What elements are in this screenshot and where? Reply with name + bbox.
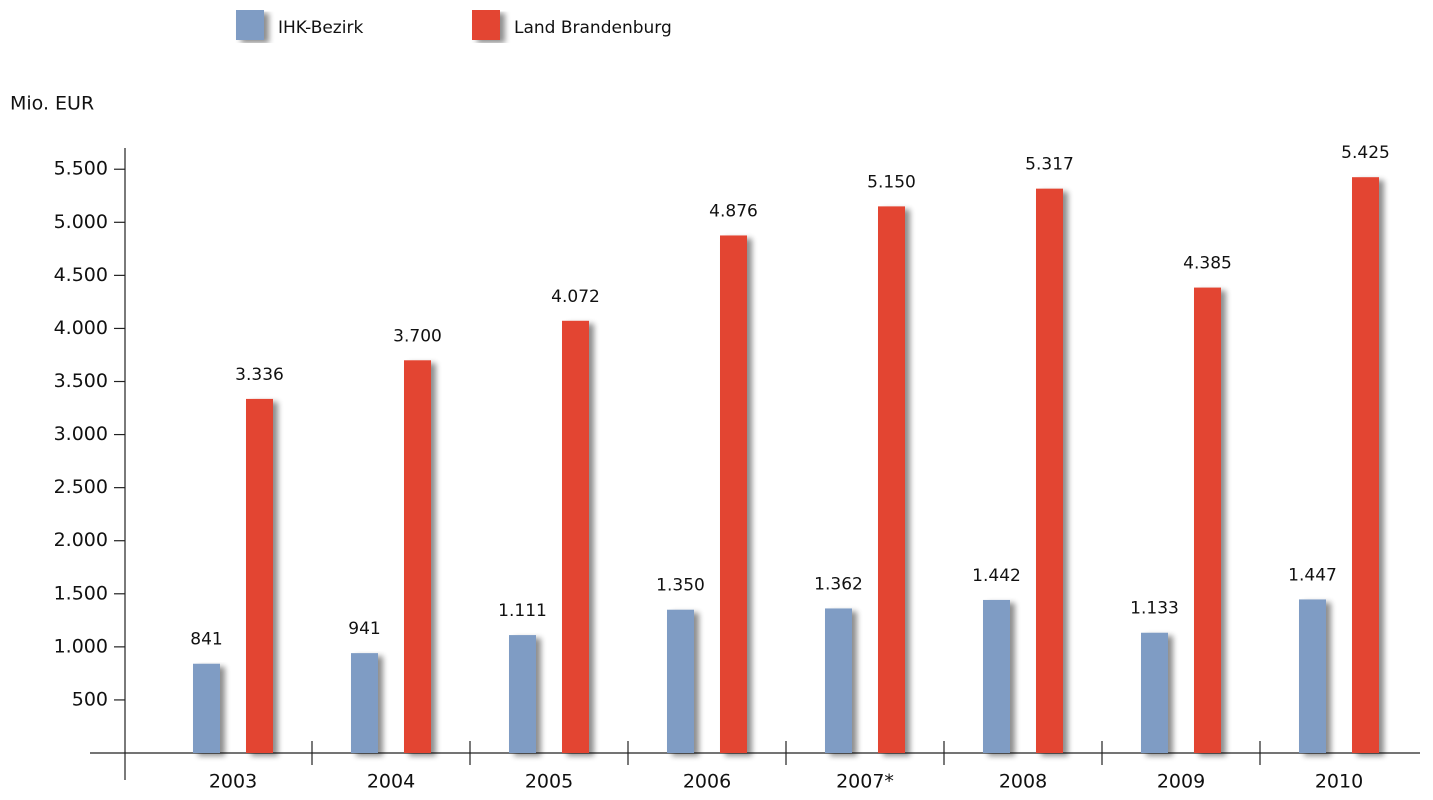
- bar: [1194, 287, 1221, 753]
- x-tick-label: 2008: [999, 771, 1047, 793]
- bar: [246, 398, 273, 753]
- value-label: 841: [190, 630, 222, 650]
- value-label: 5.317: [1025, 155, 1074, 175]
- value-label: 5.150: [867, 172, 916, 192]
- x-tick-label: 2006: [683, 771, 731, 793]
- legend-label: Land Brandenburg: [514, 18, 672, 38]
- x-tick-label: 2009: [1157, 771, 1205, 793]
- bar: [878, 206, 905, 753]
- legend-swatch: [472, 10, 500, 40]
- value-label: 3.700: [393, 326, 442, 346]
- bar: [193, 663, 220, 753]
- bar: [1141, 632, 1168, 753]
- value-label: 1.111: [498, 601, 547, 621]
- value-label: 4.072: [551, 287, 600, 307]
- y-tick-label: 5.000: [54, 211, 108, 233]
- y-tick-label: 3.000: [54, 423, 108, 445]
- value-label: 1.133: [1130, 599, 1179, 619]
- bar: [720, 235, 747, 753]
- y-tick-label: 1.000: [54, 635, 108, 657]
- bar: [404, 360, 431, 753]
- y-tick-label: 4.000: [54, 317, 108, 339]
- y-axis-label: Mio. EUR: [10, 93, 94, 115]
- x-tick-label: 2005: [525, 771, 573, 793]
- y-tick-label: 2.500: [54, 476, 108, 498]
- y-tick-label: 1.500: [54, 582, 108, 604]
- value-label: 1.447: [1288, 565, 1337, 585]
- value-label: 1.442: [972, 566, 1021, 586]
- bar: [1036, 188, 1063, 754]
- bar: [1352, 177, 1379, 753]
- value-label: 1.350: [656, 576, 705, 596]
- bar: [825, 608, 852, 753]
- x-tick-label: 2004: [367, 771, 415, 793]
- y-tick-label: 500: [72, 688, 108, 710]
- y-tick-label: 4.500: [54, 264, 108, 286]
- x-tick-label: 2007*: [836, 771, 894, 793]
- value-label: 3.336: [235, 365, 284, 385]
- value-label: 4.876: [709, 201, 758, 221]
- x-tick-label: 2010: [1315, 771, 1363, 793]
- bar: [351, 653, 378, 753]
- legend-swatch: [236, 10, 264, 40]
- value-label: 941: [348, 619, 380, 639]
- bar: [667, 609, 694, 753]
- value-label: 1.362: [814, 574, 863, 594]
- y-tick-label: 2.000: [54, 529, 108, 551]
- value-label: 5.425: [1341, 143, 1390, 163]
- value-label: 4.385: [1183, 254, 1232, 274]
- bar: [562, 320, 589, 753]
- y-tick-label: 5.500: [54, 158, 108, 180]
- bar: [983, 599, 1010, 753]
- bar: [1299, 599, 1326, 753]
- y-tick-label: 3.500: [54, 370, 108, 392]
- bar: [509, 635, 536, 753]
- x-tick-label: 2003: [209, 771, 257, 793]
- legend-label: IHK-Bezirk: [278, 18, 363, 38]
